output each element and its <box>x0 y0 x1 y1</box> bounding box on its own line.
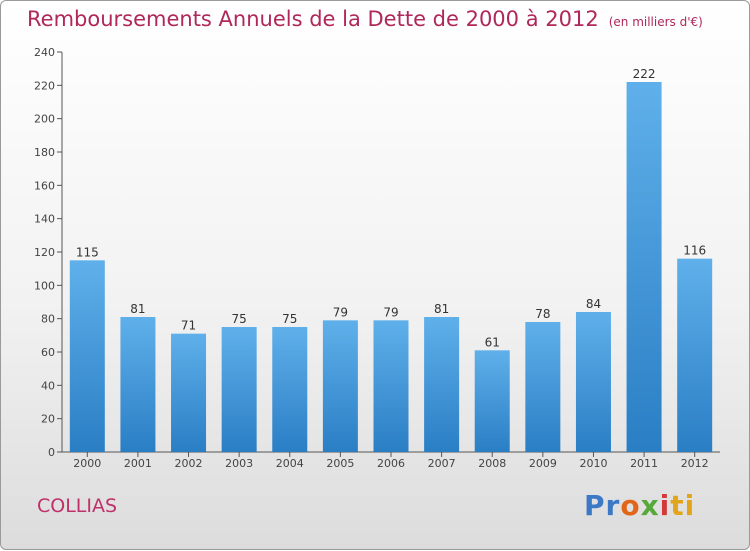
bar-value-label: 222 <box>633 67 656 81</box>
logo-part-3: x <box>640 489 660 522</box>
y-tick-label: 100 <box>34 279 55 292</box>
bar <box>424 317 460 452</box>
x-tick-label: 2003 <box>225 457 253 470</box>
y-tick-label: 220 <box>34 79 55 92</box>
y-tick-label: 60 <box>41 346 55 359</box>
x-tick-label: 2007 <box>428 457 456 470</box>
x-tick-label: 2005 <box>326 457 354 470</box>
y-tick-label: 20 <box>41 413 55 426</box>
proxiti-logo: Proxiti <box>584 489 695 522</box>
bar <box>221 327 257 452</box>
bar-value-label: 75 <box>232 312 247 326</box>
bar <box>171 333 207 452</box>
x-tick-label: 2009 <box>529 457 557 470</box>
bar-value-label: 116 <box>683 244 706 258</box>
logo-part-4: i <box>659 489 671 522</box>
bar <box>272 327 308 452</box>
bar-value-label: 81 <box>130 302 145 316</box>
x-tick-label: 2010 <box>579 457 607 470</box>
chart-unit: (en milliers d'€) <box>608 15 703 29</box>
bars-group: 115 81 71 75 75 79 79 81 61 78 84 222 116 <box>69 67 713 452</box>
y-tick-label: 240 <box>34 46 55 59</box>
y-tick-label: 40 <box>41 379 55 392</box>
logo-part-2: o <box>620 489 641 522</box>
y-tick-label: 140 <box>34 213 55 226</box>
bar <box>677 258 713 452</box>
x-tick-label: 2011 <box>630 457 658 470</box>
bar <box>373 320 409 452</box>
y-tick-label: 0 <box>48 446 55 459</box>
y-tick-label: 160 <box>34 179 55 192</box>
axes: 0 20 40 60 80 100 120 140 160 180 200 220 240 2000 200… <box>34 46 720 470</box>
x-tick-label: 2012 <box>681 457 709 470</box>
commune-name: COLLIAS <box>37 495 118 517</box>
bar <box>69 260 105 452</box>
x-tick-label: 2006 <box>377 457 405 470</box>
bar <box>525 322 561 452</box>
bar-value-label: 71 <box>181 319 196 333</box>
chart-title: Remboursements Annuels de la Dette de 20… <box>27 7 703 31</box>
bar <box>322 320 358 452</box>
x-tick-label: 2004 <box>276 457 304 470</box>
x-tick-label: 2002 <box>175 457 203 470</box>
bar <box>474 350 510 452</box>
bar-value-label: 115 <box>76 245 99 259</box>
bar-value-label: 84 <box>586 297 601 311</box>
logo-part-5: ti <box>670 489 696 522</box>
bar <box>626 82 662 452</box>
y-tick-label: 200 <box>34 113 55 126</box>
y-tick-label: 120 <box>34 246 55 259</box>
x-tick-label: 2001 <box>124 457 152 470</box>
bar-value-label: 75 <box>282 312 297 326</box>
bar-value-label: 79 <box>383 305 398 319</box>
bar-value-label: 79 <box>333 305 348 319</box>
y-tick-label: 180 <box>34 146 55 159</box>
bar-value-label: 61 <box>485 335 500 349</box>
y-tick-label: 80 <box>41 313 55 326</box>
bar-value-label: 78 <box>535 307 550 321</box>
bar <box>575 312 611 452</box>
x-tick-label: 2008 <box>478 457 506 470</box>
bar-value-label: 81 <box>434 302 449 316</box>
x-tick-label: 2000 <box>73 457 101 470</box>
bar <box>120 317 156 452</box>
chart-title-text: Remboursements Annuels de la Dette de 20… <box>27 7 599 31</box>
logo-part-1: Pr <box>584 489 621 522</box>
